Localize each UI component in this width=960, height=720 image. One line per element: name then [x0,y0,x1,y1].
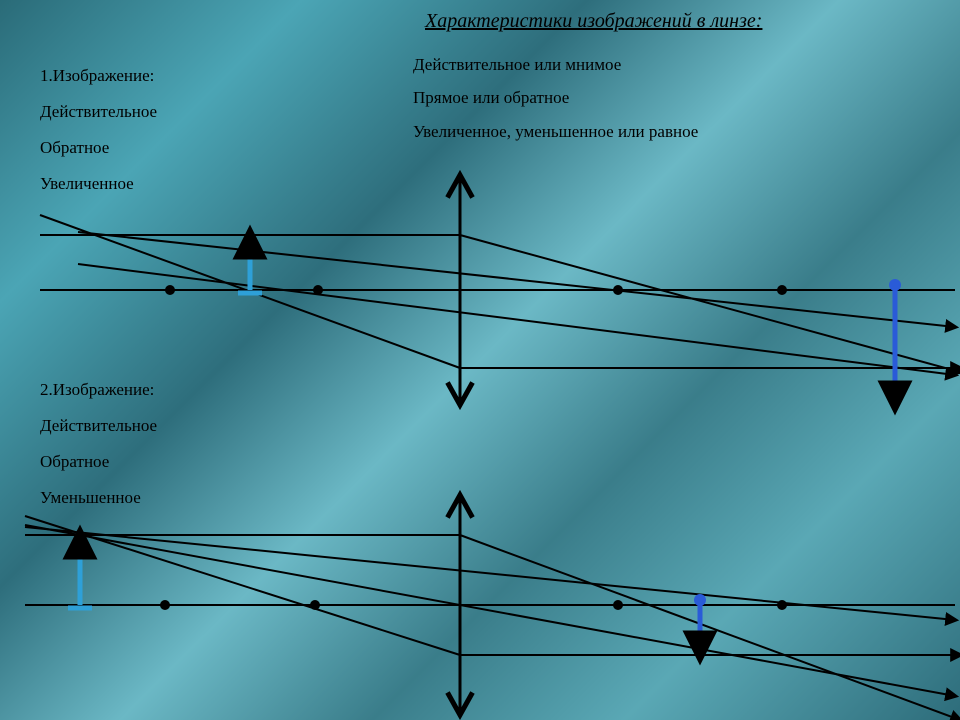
header-sub1: Действительное или мнимое [413,55,621,75]
block1-line1: Действительное [40,102,157,122]
block2-line3: Уменьшенное [40,488,141,508]
block2-line1: Действительное [40,416,157,436]
stage: Характеристики изображений в линзе: Дейс… [0,0,960,720]
block1-title: 1.Изображение: [40,66,154,86]
header-title: Характеристики изображений в линзе: [425,10,762,33]
header-sub2: Прямое или обратное [413,88,569,108]
block2-line2: Обратное [40,452,109,472]
header-sub3: Увеличенное, уменьшенное или равное [413,122,698,142]
block2-title: 2.Изображение: [40,380,154,400]
block1-line3: Увеличенное [40,174,134,194]
block1-line2: Обратное [40,138,109,158]
